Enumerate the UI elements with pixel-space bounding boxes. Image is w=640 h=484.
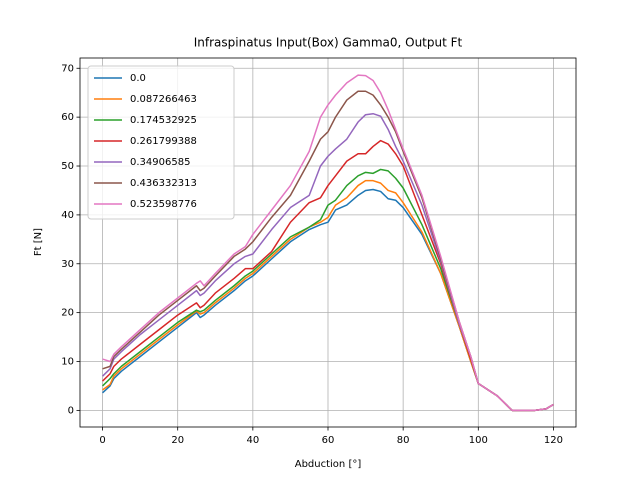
y-tick-label: 0 (68, 405, 74, 416)
line-series (102, 74, 554, 412)
legend-label: 0.087266463 (130, 94, 197, 105)
plot-frame (79, 57, 577, 428)
y-tick-label: 10 (61, 357, 74, 368)
legend-label: 0.34906585 (130, 157, 190, 168)
legend-label: 0.261799388 (130, 136, 197, 147)
x-tick-label: 0 (99, 435, 105, 446)
x-tick-label: 60 (322, 435, 335, 446)
chart-title: Infraspinatus Input(Box) Gamma0, Output … (194, 36, 463, 50)
y-tick-label: 70 (61, 63, 74, 74)
legend-label: 0.436332313 (130, 178, 197, 189)
y-tick-label: 50 (61, 161, 74, 172)
x-tick-label: 100 (469, 435, 488, 446)
line-series (102, 179, 554, 412)
y-tick-label: 60 (61, 112, 74, 123)
legend-label: 0.523598776 (130, 199, 197, 210)
x-axis-label: Abduction [°] (295, 459, 362, 470)
x-tick-label: 80 (397, 435, 410, 446)
legend-box (87, 65, 235, 220)
y-axis-label: Ft [N] (33, 228, 44, 256)
x-tick-label: 40 (246, 435, 259, 446)
y-tick-label: 20 (61, 308, 74, 319)
legend-label: 0.174532925 (130, 115, 197, 126)
y-tick-label: 30 (61, 259, 74, 270)
legend-label: 0.0 (130, 73, 146, 84)
x-tick-label: 120 (544, 435, 563, 446)
y-tick-label: 40 (61, 210, 74, 221)
x-tick-label: 20 (171, 435, 184, 446)
